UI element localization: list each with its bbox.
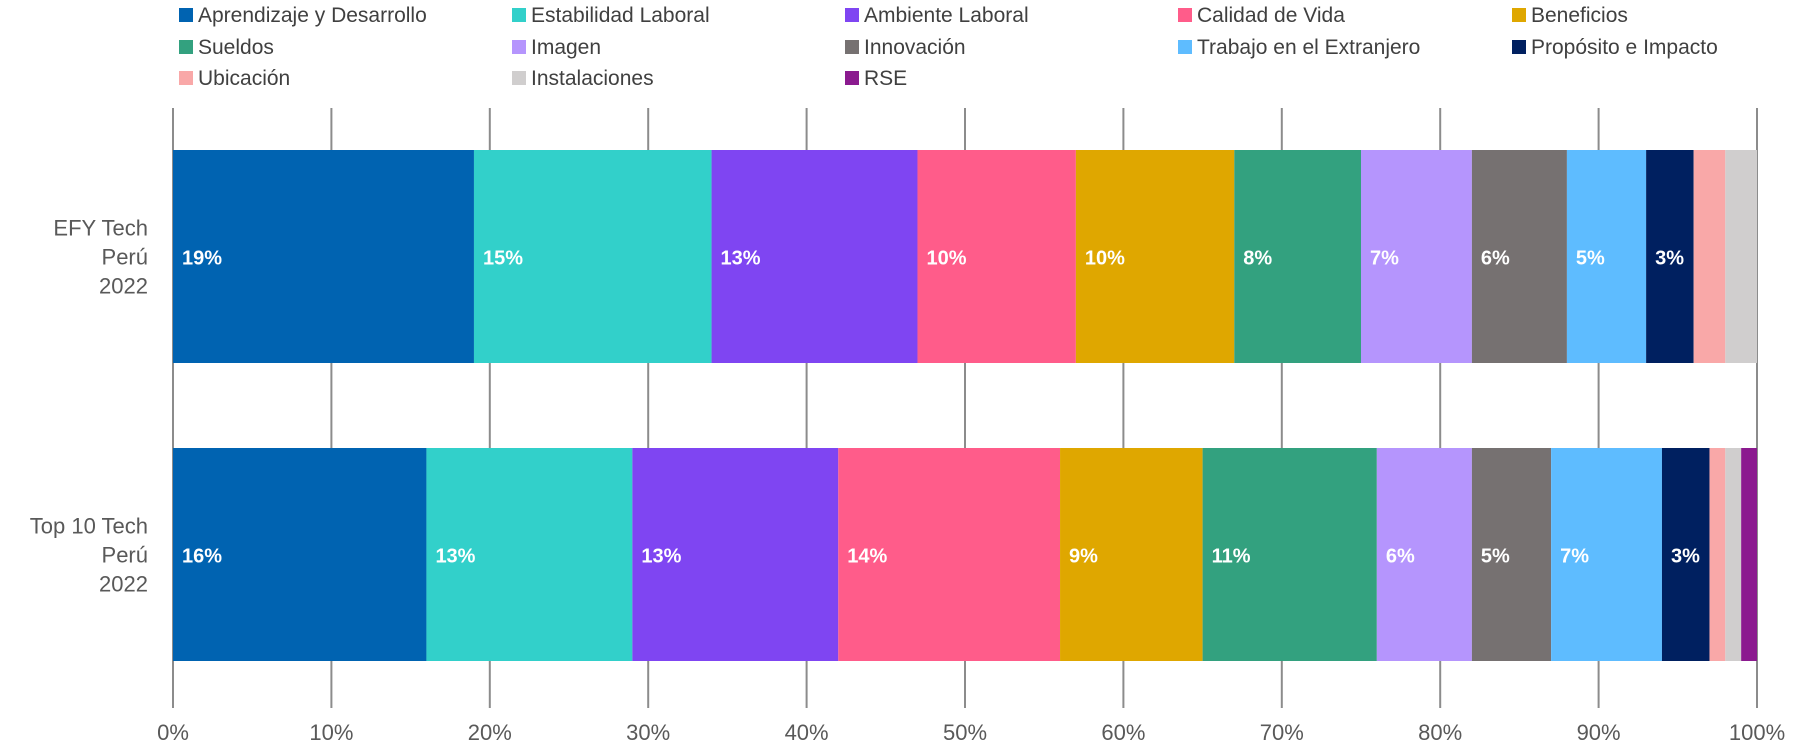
x-tick-label: 90% — [1577, 720, 1621, 745]
x-tick-label: 50% — [943, 720, 987, 745]
category-label: EFY Tech — [53, 216, 148, 241]
data-label: 6% — [1386, 546, 1415, 568]
x-tick-label: 100% — [1729, 720, 1785, 745]
bar-segment — [1075, 150, 1235, 363]
bar-segment — [1741, 448, 1757, 661]
legend-item-label: Innovación — [864, 36, 966, 59]
x-tick-label: 40% — [785, 720, 829, 745]
bar-segment — [1202, 448, 1377, 661]
bar-segment — [1725, 150, 1757, 363]
bar-segment — [1661, 448, 1710, 661]
data-label: 9% — [1069, 546, 1098, 568]
data-label: 16% — [182, 546, 222, 568]
legend-item-label: Aprendizaje y Desarrollo — [198, 4, 427, 27]
category-label: Perú — [102, 543, 148, 568]
bar-segment — [1361, 150, 1472, 363]
legend-item-label: Estabilidad Laboral — [531, 4, 710, 27]
x-tick-label: 80% — [1418, 720, 1462, 745]
legend-swatch — [512, 8, 526, 22]
data-label: 13% — [641, 546, 681, 568]
legend-item-label: Calidad de Vida — [1197, 4, 1345, 27]
bar-segment — [1725, 448, 1742, 661]
bar-segment — [1646, 150, 1694, 363]
category-label: 2022 — [99, 274, 148, 299]
bar-segment — [1709, 448, 1726, 661]
legend-item-label: Trabajo en el Extranjero — [1197, 36, 1420, 59]
data-label: 7% — [1370, 248, 1399, 270]
legend-swatch — [179, 71, 193, 85]
data-label: 14% — [847, 546, 887, 568]
data-label: 19% — [182, 248, 222, 270]
legend-swatch — [845, 8, 859, 22]
bar-segment — [173, 448, 427, 661]
data-label: 11% — [1212, 546, 1251, 568]
bar-segment — [1566, 150, 1647, 363]
x-tick-label: 10% — [309, 720, 353, 745]
legend-swatch — [1512, 40, 1526, 54]
bars — [173, 150, 1757, 661]
x-tick-label: 0% — [157, 720, 189, 745]
data-label: 13% — [721, 248, 761, 270]
data-label: 3% — [1655, 248, 1684, 270]
x-tick-label: 60% — [1101, 720, 1145, 745]
data-label: 10% — [1085, 248, 1125, 270]
data-label: 13% — [435, 546, 475, 568]
category-label: Top 10 Tech — [30, 514, 148, 539]
legend-swatch — [179, 8, 193, 22]
category-label: Perú — [102, 245, 148, 270]
legend-item-label: RSE — [864, 67, 907, 90]
bar-segment — [838, 448, 1061, 661]
legend-item-label: Beneficios — [1531, 4, 1628, 27]
legend: Aprendizaje y Desarrollo Estabilidad Labo… — [179, 4, 1718, 90]
legend-swatch — [512, 40, 526, 54]
bar-segment — [426, 448, 633, 661]
bar-segment — [1693, 150, 1726, 363]
legend-swatch — [1512, 8, 1526, 22]
bar-segment — [1060, 448, 1203, 661]
axes: 0% 10% 20% 30% 40% 50% 60% 70% 80% 90% 100% EFY Tec… — [30, 216, 1785, 746]
legend-swatch — [845, 71, 859, 85]
x-tick-label: 30% — [626, 720, 670, 745]
bar-segment — [1471, 150, 1567, 363]
data-label: 10% — [926, 248, 966, 270]
category-label: 2022 — [99, 572, 148, 597]
bar-segment — [473, 150, 712, 363]
bar-segment — [1376, 448, 1472, 661]
legend-swatch — [1178, 40, 1192, 54]
bar-segment — [917, 150, 1076, 363]
data-label: 3% — [1671, 546, 1700, 568]
legend-swatch — [179, 40, 193, 54]
legend-item-label: Ubicación — [198, 67, 290, 90]
bar-segment — [1234, 150, 1361, 363]
legend-item-label: Propósito e Impacto — [1531, 36, 1718, 59]
bar-segment — [632, 448, 839, 661]
legend-item-label: Ambiente Laboral — [864, 4, 1029, 27]
data-labels: 19% 15% 13% 10% 10% 8% 7% 6% 5% 3% 16% 13% 13% 14% 9% 1… — [182, 248, 1700, 568]
data-label: 5% — [1481, 546, 1510, 568]
legend-swatch — [845, 40, 859, 54]
bar-segment — [1471, 448, 1552, 661]
bar-segment — [173, 150, 474, 363]
data-label: 8% — [1243, 248, 1272, 270]
legend-item-label: Sueldos — [198, 36, 274, 59]
legend-swatch — [1178, 8, 1192, 22]
x-tick-label: 20% — [468, 720, 512, 745]
data-label: 15% — [483, 248, 523, 270]
bar-segment — [711, 150, 918, 363]
data-label: 5% — [1576, 248, 1605, 270]
data-label: 6% — [1481, 248, 1510, 270]
bar-segment — [1551, 448, 1662, 661]
legend-item-label: Imagen — [531, 36, 601, 59]
legend-item-label: Instalaciones — [531, 67, 654, 90]
x-tick-label: 70% — [1260, 720, 1304, 745]
data-label: 7% — [1560, 546, 1589, 568]
legend-swatch — [512, 71, 526, 85]
